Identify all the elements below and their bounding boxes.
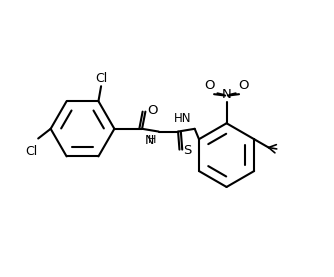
Text: Cl: Cl: [95, 72, 107, 85]
Text: HN: HN: [173, 112, 191, 125]
Text: N: N: [145, 134, 154, 147]
Text: N: N: [222, 88, 231, 101]
Text: S: S: [183, 145, 191, 157]
Text: H: H: [148, 135, 156, 145]
Text: Cl: Cl: [25, 145, 37, 158]
Text: O: O: [148, 104, 158, 117]
Text: O: O: [238, 79, 248, 92]
Text: O: O: [205, 79, 215, 92]
